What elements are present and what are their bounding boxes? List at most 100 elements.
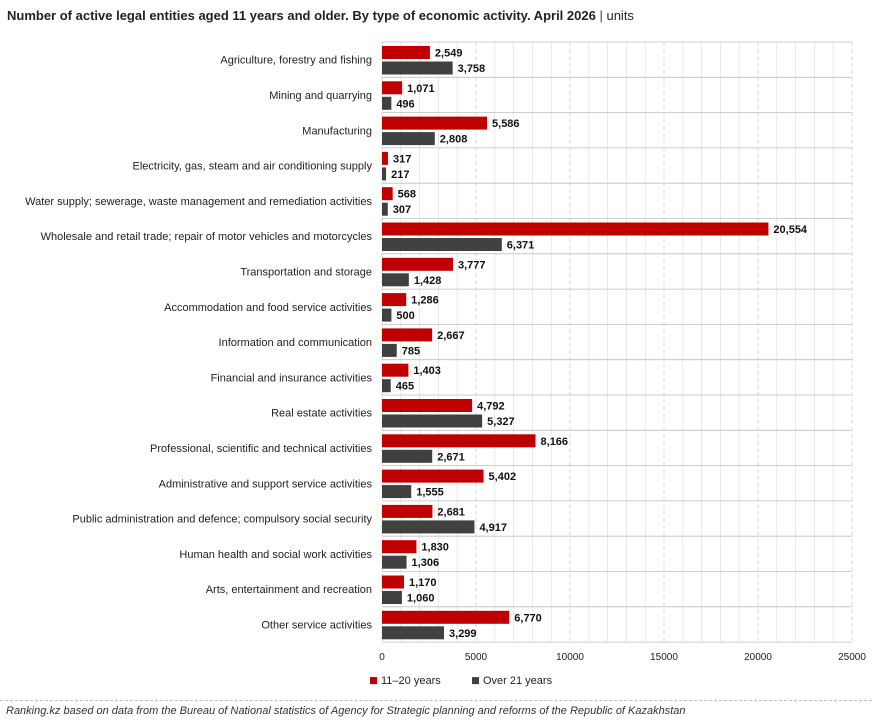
data-label: 1,403 [413,365,441,377]
category-label: Public administration and defence; compu… [72,514,372,526]
bar-11-20-years [382,399,473,412]
bar-over-21-years [382,96,392,110]
data-label: 1,555 [416,487,444,499]
x-tick-label: 10000 [556,652,584,663]
bar-over-21-years [382,485,412,499]
legend-label: Over 21 years [483,675,553,687]
category-label: Water supply; sewerage, waste management… [25,196,372,208]
category-label: Administrative and support service activ… [159,478,373,490]
bar-over-21-years [382,591,402,604]
data-label: 1,170 [409,577,437,589]
bar-over-21-years [382,379,391,393]
bar-11-20-years [382,81,403,95]
x-tick-label: 15000 [650,652,678,663]
legend: 11–20 years Over 21 years [370,675,553,687]
category-label: Professional, scientific and technical a… [150,443,372,455]
bar-over-21-years [382,414,483,428]
data-label: 307 [393,204,411,216]
bar-chart: Agriculture, forestry and fishing Mining … [25,41,866,687]
data-label: 5,402 [489,471,517,483]
data-label: 3,299 [449,628,477,640]
source-note: Ranking.kz based on data from the Bureau… [6,705,686,717]
bar-over-21-years [382,555,407,569]
data-label: 465 [396,381,414,393]
bar-11-20-years [382,222,769,236]
data-label: 3,758 [458,63,486,75]
bar-11-20-years [382,293,407,307]
bar-11-20-years [382,46,430,59]
data-label: 2,808 [440,134,468,146]
data-label: 2,549 [435,48,463,60]
category-label: Financial and insurance activities [211,372,373,384]
category-label: Other service activities [261,619,372,631]
data-label: 1,428 [414,275,442,287]
bar-over-21-years [382,449,433,463]
data-label: 4,917 [479,522,507,534]
legend-swatch [472,677,479,685]
bar-over-21-years [382,273,409,287]
bar-11-20-years [382,504,433,518]
data-label: 1,286 [411,295,439,307]
data-label: 2,681 [437,506,465,518]
data-label: 8,166 [541,436,569,448]
bar-11-20-years [382,434,536,448]
data-label: 2,671 [437,451,465,463]
chart-title-text: Number of active legal entities aged 11 … [7,8,596,23]
data-label: 496 [396,98,414,110]
legend-swatch [370,677,377,685]
data-label: 1,830 [421,542,449,554]
category-label: Accommodation and food service activitie… [164,302,372,314]
data-label: 20,554 [773,224,808,236]
chart-unit: units [606,8,634,23]
bar-11-20-years [382,187,393,201]
bar-over-21-years [382,308,392,322]
data-label: 317 [393,153,411,165]
bar-11-20-years [382,540,417,554]
x-axis: 0 5000 10000 15000 20000 25000 [379,652,866,663]
data-label: 5,327 [487,416,515,428]
bar-over-21-years [382,132,435,146]
category-label: Arts, entertainment and recreation [206,584,372,596]
category-label: Electricity, gas, steam and air conditio… [133,161,373,173]
bar-over-21-years [382,626,445,640]
title-separator: | [599,8,603,23]
category-label: Real estate activities [271,408,372,420]
data-label: 4,792 [477,401,505,413]
bar-11-20-years [382,257,454,271]
data-label: 6,770 [514,612,542,624]
data-label: 217 [391,169,409,181]
data-label: 2,667 [437,330,465,342]
bars: 2,549 3,758 1,071 496 5,586 2,808 317 217 568 307… [382,46,808,640]
category-label: Agriculture, forestry and fishing [220,55,372,67]
chart-title: Number of active legal entities aged 11 … [7,8,634,23]
bar-11-20-years [382,363,409,377]
bar-11-20-years [382,610,510,624]
bar-11-20-years [382,151,388,165]
x-tick-label: 0 [379,652,385,663]
bar-over-21-years [382,520,475,534]
bar-11-20-years [382,116,488,130]
bar-over-21-years [382,167,387,181]
data-label: 6,371 [507,240,535,252]
data-label: 1,060 [407,593,435,605]
bar-over-21-years [382,238,502,251]
grid [381,42,853,643]
bar-over-21-years [382,202,388,216]
bar-11-20-years [382,575,404,589]
category-label: Wholesale and retail trade; repair of mo… [41,231,373,243]
category-label: Mining and quarrying [269,90,372,102]
data-label: 3,777 [458,259,486,271]
bar-11-20-years [382,328,433,342]
category-label: Human health and social work activities [179,549,372,561]
data-label: 1,071 [407,83,435,95]
legend-label: 11–20 years [381,675,441,687]
bar-over-21-years [382,61,453,75]
data-label: 500 [396,310,414,322]
bar-over-21-years [382,343,397,357]
bar-11-20-years [382,469,484,483]
x-tick-label: 25000 [838,652,866,663]
data-label: 1,306 [412,557,440,569]
x-tick-label: 5000 [465,652,488,663]
data-label: 568 [398,189,416,201]
data-label: 5,586 [492,118,520,130]
